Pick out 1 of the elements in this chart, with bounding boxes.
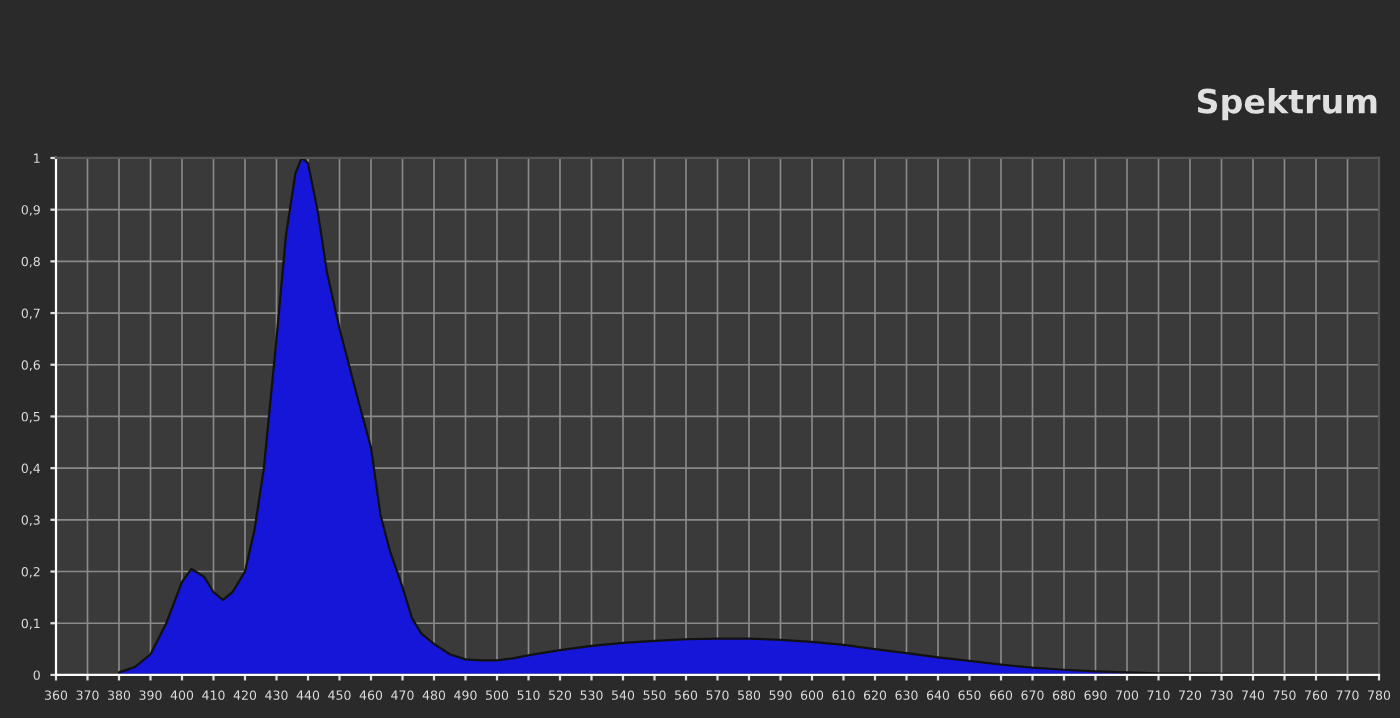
chart-title: Spektrum	[1197, 87, 1377, 121]
